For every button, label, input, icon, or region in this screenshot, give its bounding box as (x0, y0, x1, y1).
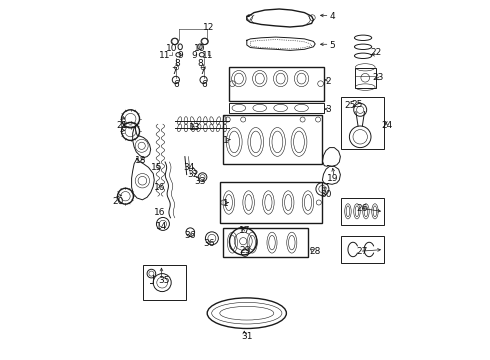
Text: 9: 9 (191, 51, 197, 60)
Text: 34: 34 (184, 163, 195, 172)
Ellipse shape (220, 306, 274, 320)
Text: 1: 1 (223, 199, 229, 208)
Text: 25: 25 (351, 100, 362, 109)
Text: 1: 1 (223, 136, 229, 145)
Text: 17: 17 (239, 226, 251, 235)
Bar (144, 265, 186, 300)
Text: 2: 2 (326, 77, 331, 85)
Bar (220, 182, 322, 223)
Text: 27: 27 (356, 248, 368, 256)
Bar (355, 68, 376, 88)
Text: 22: 22 (371, 48, 382, 57)
Text: 25: 25 (345, 102, 356, 110)
Bar (229, 67, 324, 101)
Text: 31: 31 (241, 332, 252, 341)
Text: 16: 16 (153, 208, 165, 217)
Text: 4: 4 (329, 12, 335, 21)
Text: 7: 7 (199, 68, 205, 77)
Text: 10: 10 (194, 44, 206, 53)
Text: 33: 33 (194, 177, 206, 186)
Text: 30: 30 (320, 190, 332, 199)
Text: 14: 14 (156, 222, 167, 231)
Text: 18: 18 (135, 156, 147, 165)
Text: 16: 16 (153, 183, 165, 192)
Text: 32: 32 (187, 170, 198, 179)
Text: 8: 8 (197, 58, 203, 68)
Bar (223, 115, 322, 164)
Bar (342, 198, 384, 225)
Text: 12: 12 (203, 22, 215, 31)
Text: 5: 5 (329, 40, 335, 49)
Text: 24: 24 (382, 122, 393, 130)
Text: 28: 28 (310, 248, 321, 256)
Text: 7: 7 (171, 68, 176, 77)
Text: 9: 9 (178, 51, 183, 60)
Text: 26: 26 (356, 204, 368, 213)
Text: 15: 15 (151, 163, 162, 172)
Text: 23: 23 (372, 73, 384, 82)
Text: 35: 35 (158, 276, 170, 285)
Text: 11: 11 (202, 51, 213, 60)
Text: 20: 20 (113, 197, 124, 206)
Text: 21: 21 (116, 122, 127, 130)
Text: 3: 3 (326, 105, 331, 114)
Text: 6: 6 (174, 80, 179, 89)
Bar (342, 236, 384, 263)
Bar (229, 103, 324, 113)
Text: 13: 13 (189, 123, 200, 132)
Text: 36: 36 (203, 238, 215, 248)
Bar (342, 97, 384, 149)
Text: 19: 19 (327, 174, 339, 183)
Text: 6: 6 (202, 80, 208, 89)
Text: 36: 36 (185, 231, 196, 240)
Text: 11: 11 (159, 51, 171, 60)
Text: 29: 29 (239, 246, 251, 255)
Text: 8: 8 (175, 58, 180, 68)
Text: 10: 10 (166, 44, 177, 53)
Bar (223, 228, 308, 257)
